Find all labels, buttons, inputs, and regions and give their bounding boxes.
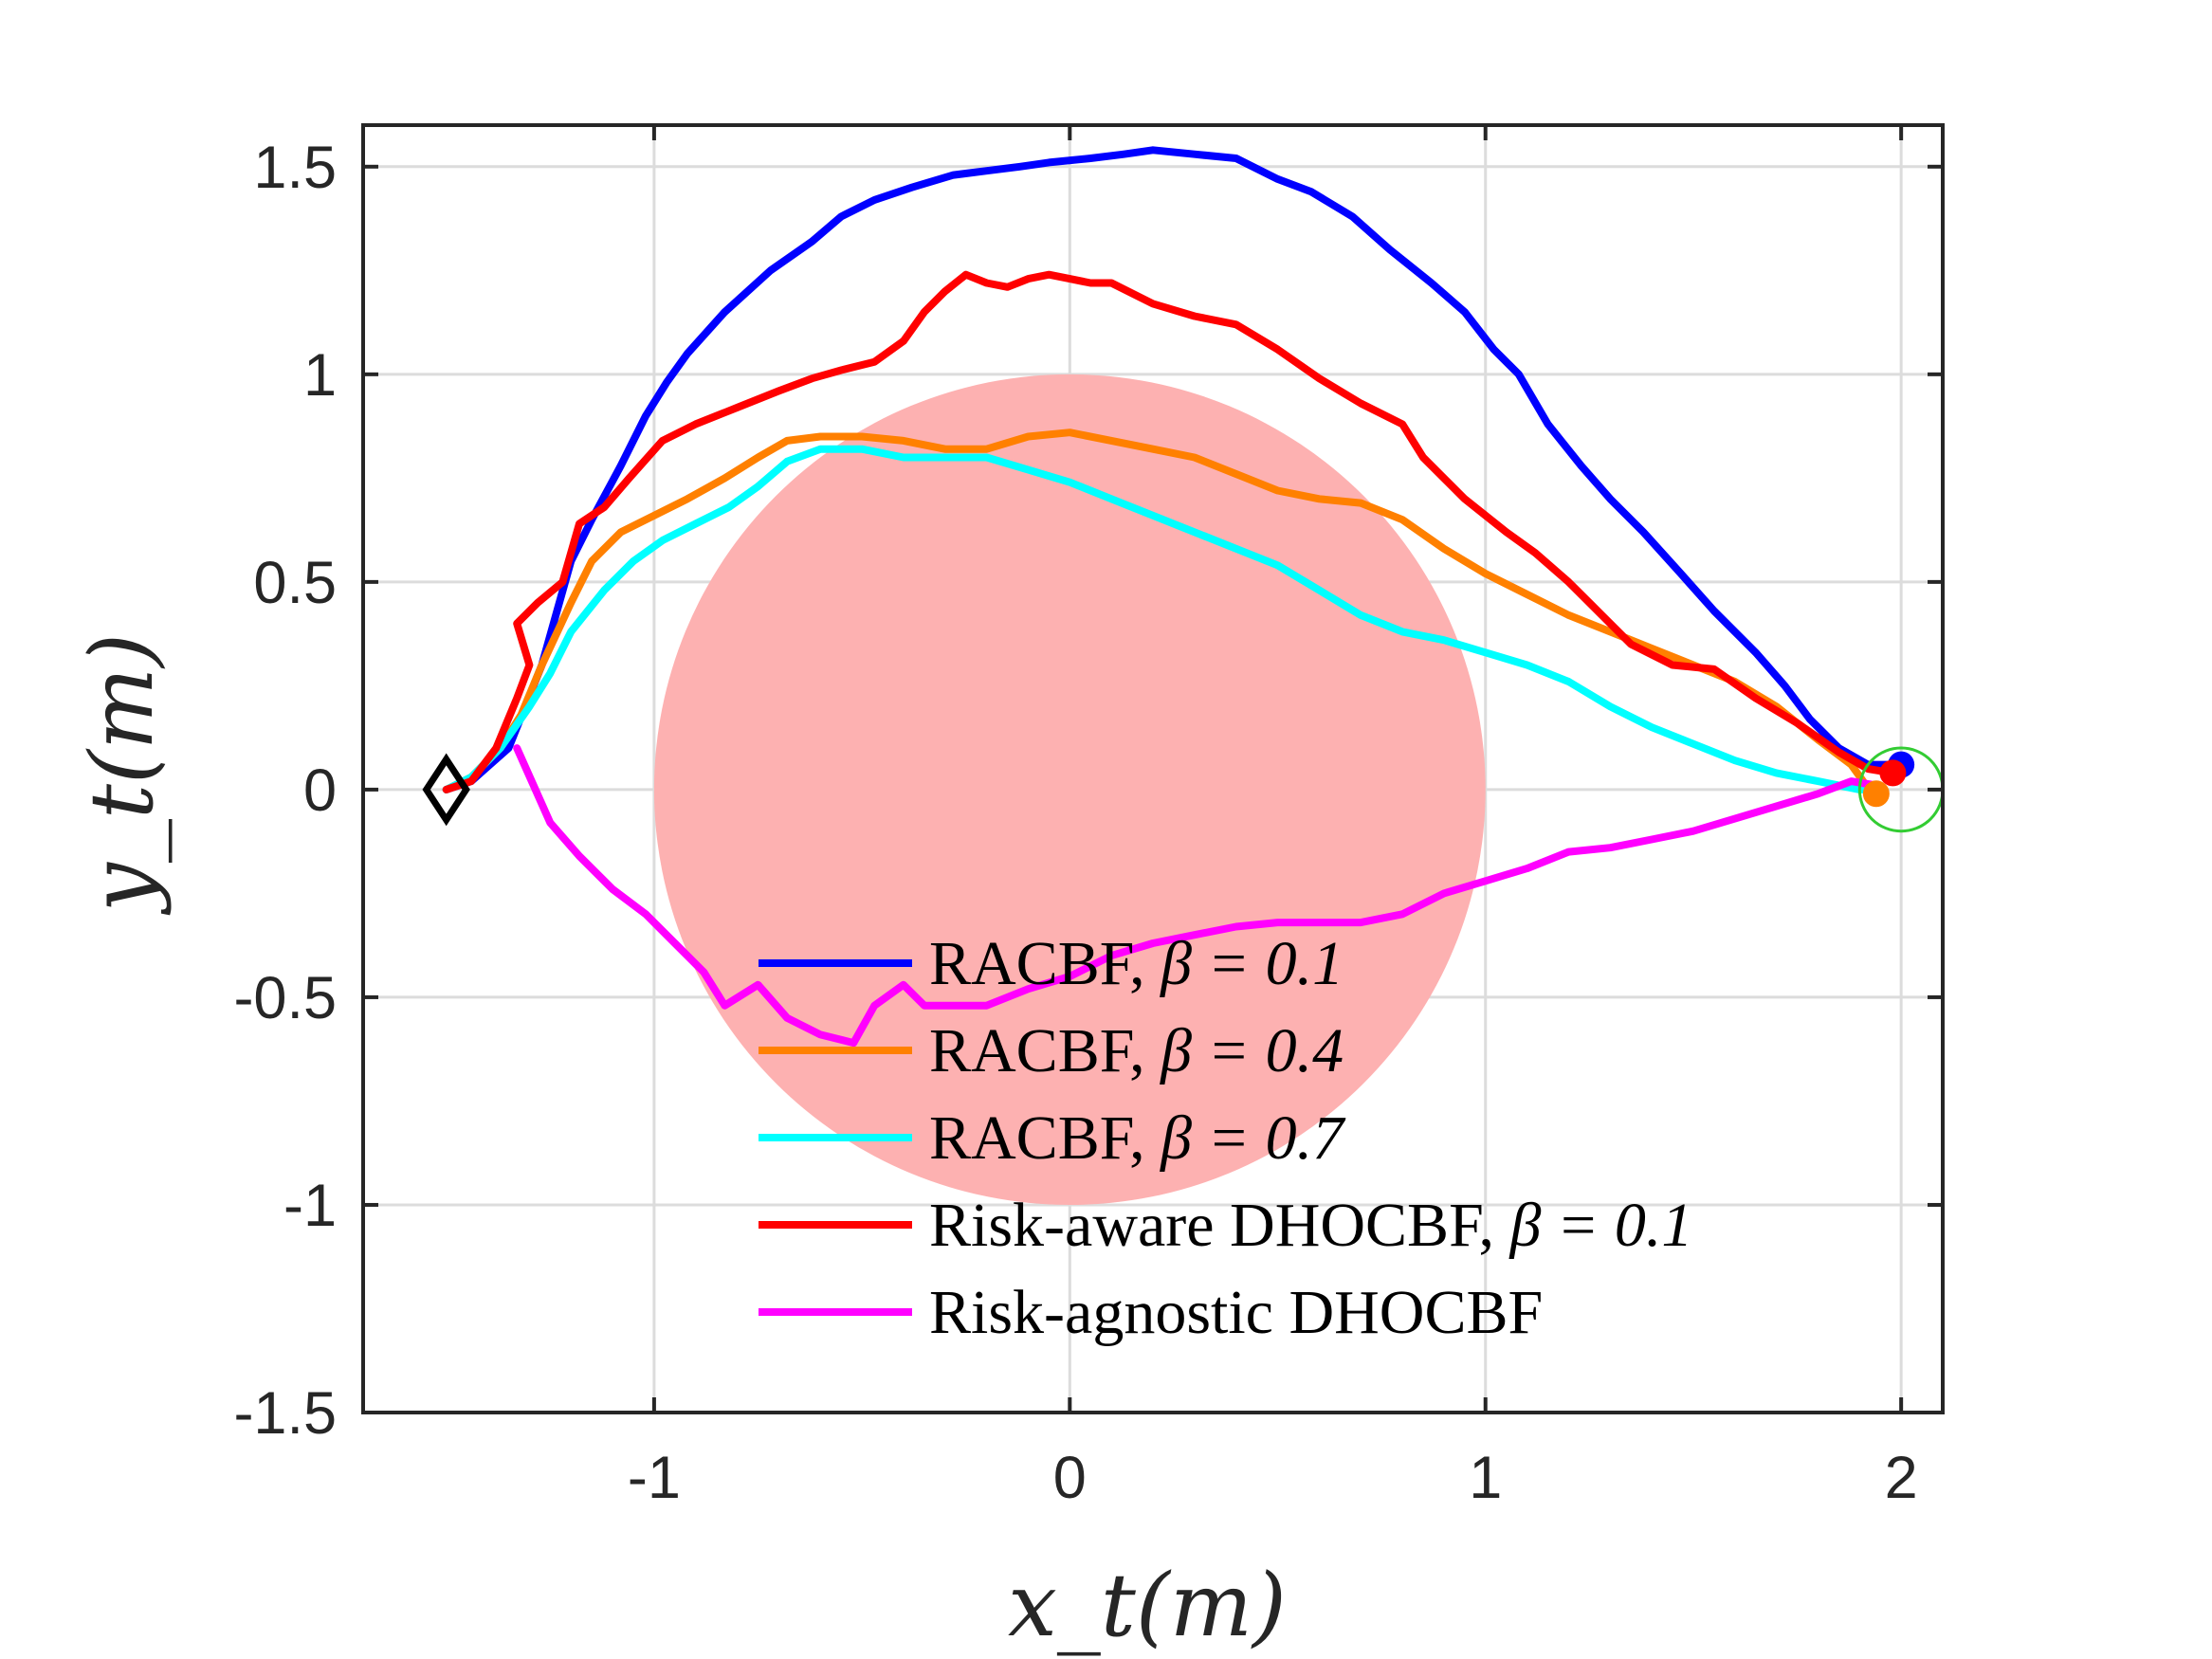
obstacle-layer [653, 374, 1486, 1205]
legend-label-3: RACBF, β = 0.7 [929, 1103, 1346, 1173]
legend-label-1: RACBF, β = 0.1 [929, 929, 1344, 998]
obstacle-circle [653, 374, 1486, 1205]
start-marker [422, 753, 470, 827]
x-tick-label: 1 [1469, 1445, 1502, 1511]
ticks: -1 0 1 2 -1.5 -1 -0.5 0 0.5 1 1.5 [233, 125, 1943, 1511]
end-point-2 [1862, 780, 1890, 808]
series-line-4 [442, 270, 1897, 793]
plot-frame [361, 123, 1945, 1414]
end-point-3 [1879, 759, 1907, 787]
series-layer [442, 146, 1906, 1048]
x-tick-label: -1 [628, 1445, 681, 1511]
series-line-5 [513, 744, 1880, 1048]
legend-label-5: Risk-agnostic DHOCBF [929, 1278, 1543, 1347]
series-line-3 [442, 445, 1880, 793]
legend-label-4: Risk-aware DHOCBF, β = 0.1 [929, 1191, 1692, 1260]
marker-layer [422, 746, 1945, 833]
legend: RACBF, β = 0.1 RACBF, β = 0.4 RACBF, β = 0… [759, 929, 1692, 1347]
y-tick-label: 0 [303, 757, 337, 824]
y-tick-label: -1 [283, 1173, 337, 1239]
x-tick-label: 0 [1053, 1445, 1087, 1511]
x-tick-label: 2 [1885, 1445, 1918, 1511]
x-axis-label: x_t(m) [1008, 1555, 1287, 1656]
y-tick-label: 0.5 [253, 550, 337, 616]
y-axis-label: y_t(m) [71, 633, 173, 916]
y-tick-label: 1.5 [253, 135, 337, 201]
series-line-1 [442, 146, 1906, 793]
legend-label-2: RACBF, β = 0.4 [929, 1016, 1344, 1085]
y-tick-label: -0.5 [233, 965, 337, 1031]
y-tick-label: -1.5 [233, 1380, 337, 1447]
y-tick-label: 1 [303, 342, 337, 409]
